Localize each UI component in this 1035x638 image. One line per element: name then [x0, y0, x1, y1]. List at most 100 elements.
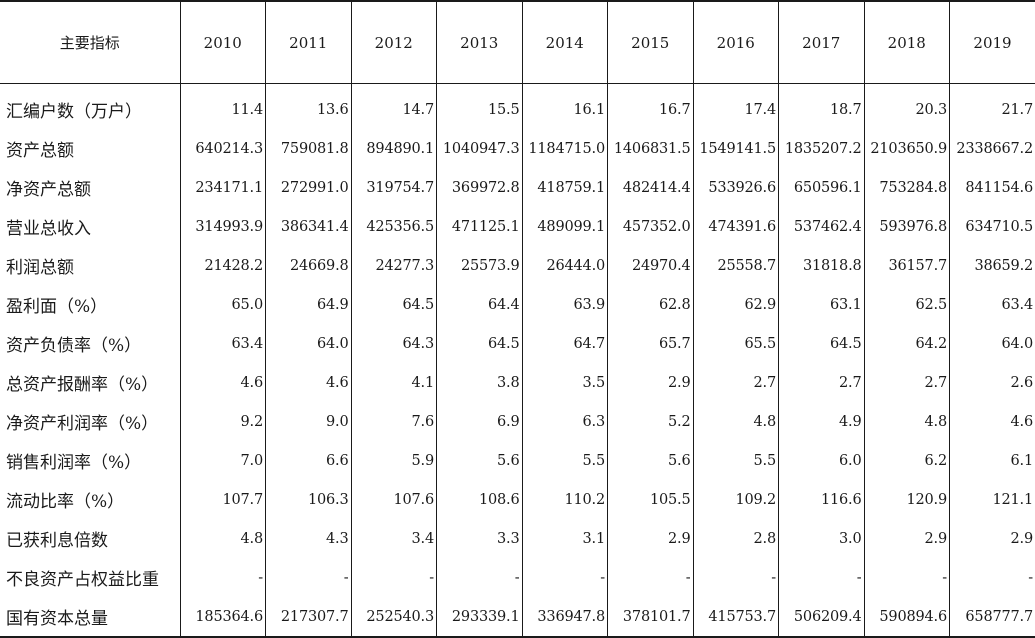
table-cell: 25573.9 [437, 246, 523, 285]
table-cell: 3.8 [437, 363, 523, 402]
table-cell: 110.2 [522, 480, 608, 519]
table-cell: - [266, 558, 352, 597]
table-cell: 418759.1 [522, 168, 608, 207]
year-header: 2012 [351, 2, 437, 84]
year-header: 2010 [180, 2, 266, 84]
table-cell: 415753.7 [693, 597, 779, 636]
table-cell: 65.0 [180, 285, 266, 324]
table-cell: 753284.8 [864, 168, 950, 207]
table-cell: 9.2 [180, 402, 266, 441]
table-cell: 185364.6 [180, 597, 266, 636]
table-cell: 1040947.3 [437, 129, 523, 168]
table-cell: 6.2 [864, 441, 950, 480]
row-label: 净资产利润率（%） [0, 402, 180, 441]
table-cell: 26444.0 [522, 246, 608, 285]
table-cell: 63.9 [522, 285, 608, 324]
year-header: 2014 [522, 2, 608, 84]
table-cell: 894890.1 [351, 129, 437, 168]
year-header: 2019 [950, 2, 1035, 84]
table-cell: 105.5 [608, 480, 694, 519]
table-cell: 62.9 [693, 285, 779, 324]
table-cell: 16.7 [608, 84, 694, 130]
table-cell: 21.7 [950, 84, 1035, 130]
table-cell: 759081.8 [266, 129, 352, 168]
table-cell: 2.9 [950, 519, 1035, 558]
table-cell: 217307.7 [266, 597, 352, 636]
table-cell: 272991.0 [266, 168, 352, 207]
table-cell: 5.6 [437, 441, 523, 480]
table-cell: 24669.8 [266, 246, 352, 285]
table-cell: 21428.2 [180, 246, 266, 285]
table-cell: 64.2 [864, 324, 950, 363]
table-cell: 64.9 [266, 285, 352, 324]
table-cell: 471125.1 [437, 207, 523, 246]
row-label: 已获利息倍数 [0, 519, 180, 558]
table-cell: - [608, 558, 694, 597]
row-label: 销售利润率（%） [0, 441, 180, 480]
row-label: 盈利面（%） [0, 285, 180, 324]
table-cell: 64.4 [437, 285, 523, 324]
table-cell: 121.1 [950, 480, 1035, 519]
table-cell: 2.7 [693, 363, 779, 402]
table-cell: 1184715.0 [522, 129, 608, 168]
row-label: 汇编户数（万户） [0, 84, 180, 130]
row-label: 不良资产占权益比重 [0, 558, 180, 597]
row-label: 资产负债率（%） [0, 324, 180, 363]
table-cell: 64.7 [522, 324, 608, 363]
year-header: 2011 [266, 2, 352, 84]
table-cell: 65.7 [608, 324, 694, 363]
table-cell: 107.6 [351, 480, 437, 519]
table-cell: 6.3 [522, 402, 608, 441]
table-cell: 4.3 [266, 519, 352, 558]
table-cell: 107.7 [180, 480, 266, 519]
table-cell: 593976.8 [864, 207, 950, 246]
table-cell: 15.5 [437, 84, 523, 130]
table-cell: 658777.7 [950, 597, 1035, 636]
table-cell: 841154.6 [950, 168, 1035, 207]
table-cell: 106.3 [266, 480, 352, 519]
year-header: 2017 [779, 2, 865, 84]
table-cell: 2.7 [864, 363, 950, 402]
table-cell: 6.9 [437, 402, 523, 441]
table-cell: 63.1 [779, 285, 865, 324]
table-cell: 16.1 [522, 84, 608, 130]
header-label: 主要指标 [0, 2, 180, 84]
table-cell: 11.4 [180, 84, 266, 130]
table-cell: - [693, 558, 779, 597]
table-cell: 62.8 [608, 285, 694, 324]
table-cell: - [522, 558, 608, 597]
table-cell: 252540.3 [351, 597, 437, 636]
table-cell: 2103650.9 [864, 129, 950, 168]
header-row: 主要指标 2010 2011 2012 2013 2014 2015 2016 … [0, 2, 1035, 84]
table-cell: 537462.4 [779, 207, 865, 246]
table-cell: 5.6 [608, 441, 694, 480]
table-cell: 506209.4 [779, 597, 865, 636]
table-cell: 2.9 [608, 363, 694, 402]
table-cell: 1835207.2 [779, 129, 865, 168]
row-label: 资产总额 [0, 129, 180, 168]
row-label: 流动比率（%） [0, 480, 180, 519]
table-cell: 25558.7 [693, 246, 779, 285]
table-cell: 3.0 [779, 519, 865, 558]
table-cell: 120.9 [864, 480, 950, 519]
table-cell: 1406831.5 [608, 129, 694, 168]
table-cell: 2.6 [950, 363, 1035, 402]
table-cell: 20.3 [864, 84, 950, 130]
table-cell: 18.7 [779, 84, 865, 130]
row-label: 国有资本总量 [0, 597, 180, 636]
table-cell: - [180, 558, 266, 597]
table-cell: 109.2 [693, 480, 779, 519]
table-cell: 640214.3 [180, 129, 266, 168]
